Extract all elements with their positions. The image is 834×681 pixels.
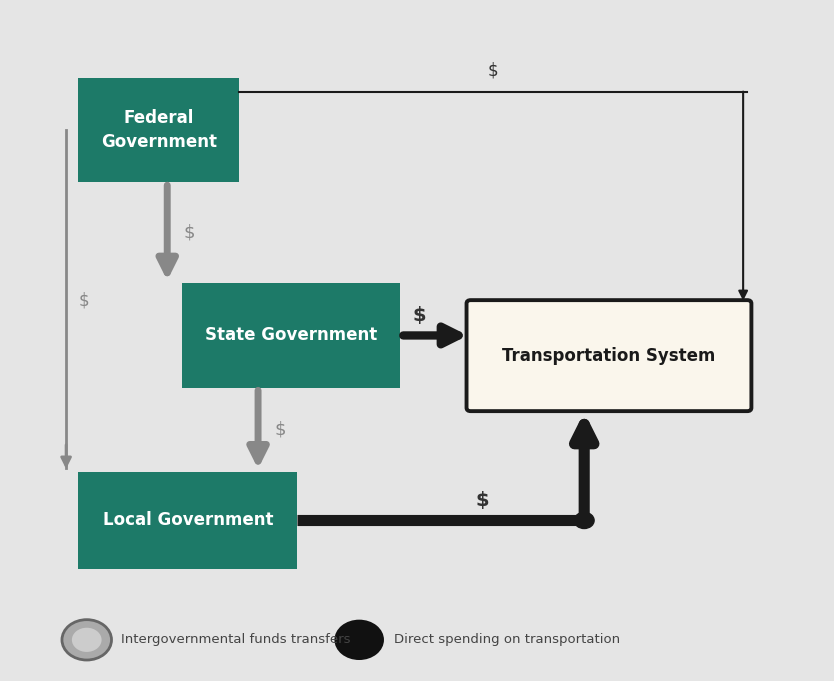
FancyBboxPatch shape <box>78 472 297 569</box>
Text: $: $ <box>412 306 426 326</box>
Text: Federal
Government: Federal Government <box>101 110 217 151</box>
Text: $: $ <box>274 421 286 439</box>
Text: $: $ <box>183 224 195 242</box>
Text: Intergovernmental funds transfers: Intergovernmental funds transfers <box>122 633 351 646</box>
FancyBboxPatch shape <box>78 78 239 183</box>
Text: Transportation System: Transportation System <box>502 347 716 364</box>
Text: $: $ <box>488 61 499 80</box>
Text: $: $ <box>475 492 489 510</box>
Circle shape <box>62 620 112 660</box>
Circle shape <box>575 512 594 528</box>
Text: $: $ <box>78 292 89 310</box>
Text: Direct spending on transportation: Direct spending on transportation <box>394 633 620 646</box>
Circle shape <box>72 628 102 652</box>
Text: State Government: State Government <box>205 326 377 345</box>
Text: Local Government: Local Government <box>103 511 273 529</box>
FancyBboxPatch shape <box>466 300 751 411</box>
FancyBboxPatch shape <box>182 283 400 387</box>
Circle shape <box>334 620 384 660</box>
